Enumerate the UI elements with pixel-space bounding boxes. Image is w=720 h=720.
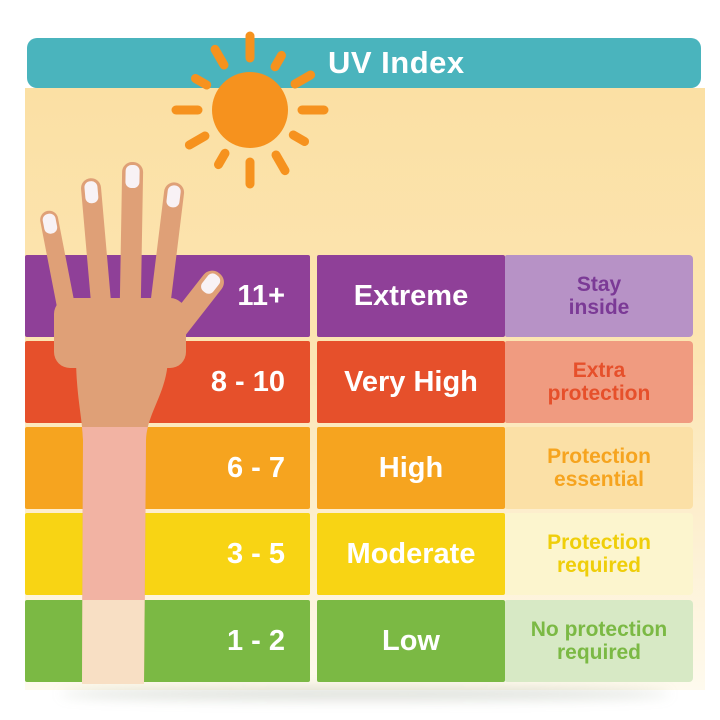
uv-row-low-range: 1 - 2: [25, 600, 310, 682]
advice-line: Protection: [547, 530, 651, 554]
sun-rays: [171, 31, 329, 189]
advice-line: required: [556, 554, 642, 577]
uv-row-extreme-advice: Stay inside: [505, 255, 693, 337]
advice-line: Protection: [547, 444, 651, 468]
nail-index: [166, 185, 181, 208]
nail-ring: [84, 181, 99, 204]
advice-line: protection: [547, 382, 651, 405]
advice-line: No protection: [530, 617, 668, 641]
finger-index: [149, 182, 185, 322]
nail-thumb: [201, 273, 221, 294]
uv-row-low-level: Low: [317, 600, 505, 682]
uv-row-moderate-advice: Protection required: [505, 513, 693, 595]
panel-shadow: [60, 688, 670, 700]
uv-row-very-high-level: Very High: [317, 341, 505, 423]
advice-line: essential: [554, 468, 644, 491]
uv-row-moderate-level: Moderate: [317, 513, 505, 595]
forearm-pale-band: [38, 600, 229, 684]
finger-pinky: [40, 210, 75, 315]
arm-illustration: [38, 162, 229, 684]
palm: [54, 298, 186, 368]
header-bar: UV Index: [27, 38, 701, 88]
nail-middle: [125, 165, 140, 189]
uv-row-low-advice: No protection required: [505, 600, 693, 682]
nail-pinky: [42, 213, 58, 234]
advice-line: Stay: [576, 272, 622, 296]
uv-row-very-high-advice: Extra protection: [505, 341, 693, 423]
finger-middle: [119, 162, 144, 313]
uv-row-high-level: High: [317, 427, 505, 509]
uv-row-moderate-range: 3 - 5: [25, 513, 310, 595]
sun-disc: [212, 72, 288, 148]
uv-row-high-range: 6 - 7: [25, 427, 310, 509]
advice-line: inside: [568, 296, 630, 319]
page-title: UV Index: [328, 45, 465, 80]
fingernails: [42, 165, 221, 294]
sun-icon: [171, 31, 329, 189]
advice-line: Extra: [572, 358, 626, 382]
advice-line: required: [556, 641, 642, 664]
finger-ring: [81, 178, 112, 318]
uv-row-high-advice: Protection essential: [505, 427, 693, 509]
uv-row-extreme-level: Extreme: [317, 255, 505, 337]
forearm-sunburn-band: [38, 427, 229, 600]
